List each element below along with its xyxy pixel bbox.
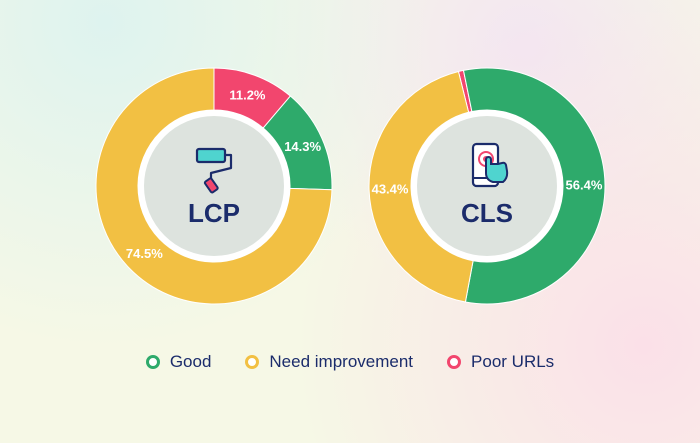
legend-good-label: Good — [169, 352, 212, 371]
cls-label-good: 56.4% — [566, 178, 603, 193]
cls-title: CLS — [461, 198, 513, 228]
legend-item-good: Good — [145, 352, 212, 372]
lcp-title: LCP — [188, 198, 240, 228]
lcp-label-need-improvement: 74.5% — [126, 246, 163, 261]
lcp-label-good: 14.3% — [284, 139, 321, 154]
legend-item-poor-urls: Poor URLs — [447, 352, 554, 372]
phone-touch-icon — [471, 142, 509, 188]
chart-legend: Good Need improvement Poor URLs — [0, 352, 700, 372]
lcp-donut: 11.2% 14.3% 74.5% LCP — [95, 67, 333, 305]
cls-donut: 56.4% 43.4% CLS — [368, 67, 606, 305]
legend-item-need-improvement: Need improvement — [245, 352, 413, 372]
legend-poor-urls-label: Poor URLs — [471, 352, 555, 371]
paint-roller-icon — [195, 147, 233, 194]
lcp-label-poor-urls: 11.2% — [229, 87, 266, 102]
legend-good-marker — [145, 355, 160, 369]
legend-need-improvement-marker — [245, 355, 260, 369]
legend-need-improvement-label: Need improvement — [269, 352, 414, 371]
cls-label-need-improvement: 43.4% — [372, 181, 409, 196]
legend-poor-urls-marker — [447, 355, 462, 369]
